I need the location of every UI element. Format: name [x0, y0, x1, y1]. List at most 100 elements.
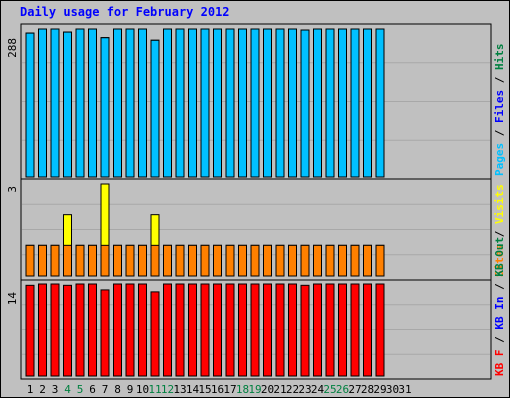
x-tick-label: 8: [114, 383, 121, 396]
bar-sites-day-8: [113, 244, 122, 277]
bar-sites-day-25: [325, 244, 335, 277]
bar-pages-day-8: [113, 28, 122, 178]
y-max-label-panel-2: 14: [6, 292, 19, 306]
legend-item: Hits: [493, 44, 506, 71]
x-tick-label: 14: [186, 383, 200, 396]
legend-item: /: [493, 224, 506, 244]
x-tick-label: 1: [27, 383, 34, 396]
legend-item: KB In: [493, 297, 506, 330]
x-tick-label: 19: [248, 383, 261, 396]
bar-pages-day-22: [288, 28, 297, 178]
bar-pages-day-20: [263, 28, 272, 178]
bar-kb-f-day-22: [288, 283, 297, 377]
legend-item: Visits: [493, 184, 506, 224]
bar-pages-day-15: [200, 28, 210, 178]
bar-kb-f-day-1: [25, 284, 35, 377]
bar-pages-day-6: [88, 28, 97, 178]
bar-pages-day-10: [138, 28, 147, 178]
x-tick-label: 24: [311, 383, 325, 396]
x-tick-label: 3: [52, 383, 59, 396]
bar-sites-day-5: [75, 244, 85, 277]
legend-item: Files: [493, 90, 506, 123]
bar-sites-day-9: [125, 244, 135, 277]
bar-kb-f-day-5: [75, 283, 85, 377]
bar-sites-day-7: [100, 244, 110, 277]
legend-panel-0: Pages / Files / Hits: [493, 44, 506, 177]
bar-kb-f-day-28: [363, 283, 372, 377]
bar-pages-day-12: [163, 28, 172, 178]
x-tick-label: 9: [127, 383, 134, 396]
bar-sites-day-17: [225, 244, 235, 277]
bar-kb-f-day-24: [313, 283, 322, 377]
x-tick-label: 23: [298, 383, 311, 396]
legend-item: KB Out: [493, 237, 506, 277]
bar-pages-day-7: [100, 37, 110, 178]
bar-sites-day-14: [188, 244, 197, 277]
bar-sites-day-23: [300, 244, 310, 277]
bar-sites-day-13: [175, 244, 185, 277]
legend-item: /: [493, 123, 506, 143]
x-tick-label: 16: [211, 383, 224, 396]
legend-item: Sites: [493, 244, 506, 277]
x-tick-label: 17: [223, 383, 236, 396]
bar-kb-f-day-16: [213, 283, 222, 377]
bar-pages-day-25: [325, 28, 335, 178]
x-tick-label: 6: [89, 383, 96, 396]
x-tick-label: 28: [361, 383, 374, 396]
bar-kb-f-day-8: [113, 283, 122, 377]
bar-sites-day-29: [375, 244, 385, 277]
x-tick-label: 4: [64, 383, 71, 396]
bar-kb-f-day-9: [125, 283, 135, 377]
x-tick-label: 30: [386, 383, 399, 396]
bar-kb-f-day-10: [138, 283, 147, 377]
x-tick-label: 26: [336, 383, 349, 396]
legend-panel-2: KB F / KB In / KB Out: [493, 237, 506, 376]
bar-sites-day-1: [25, 244, 35, 277]
bar-kb-f-day-20: [263, 283, 272, 377]
bar-pages-day-27: [350, 28, 360, 178]
bar-pages-day-29: [375, 28, 385, 178]
legend-item: Pages: [493, 143, 506, 176]
legend-item: /: [493, 330, 506, 350]
legend-panel-1: Sites / Visits: [493, 184, 506, 277]
bar-sites-day-27: [350, 244, 360, 277]
bar-pages-day-1: [25, 32, 35, 178]
bar-kb-f-day-3: [50, 283, 60, 377]
x-tick-label: 5: [77, 383, 84, 396]
bar-kb-f-day-12: [163, 283, 172, 377]
bar-kb-f-day-6: [88, 283, 97, 377]
legend-item: /: [493, 277, 506, 297]
bar-sites-day-22: [288, 244, 297, 277]
bar-pages-day-11: [150, 39, 160, 178]
x-tick-label: 22: [286, 383, 299, 396]
legend-item: /: [493, 70, 506, 90]
bar-pages-day-21: [275, 28, 285, 178]
x-tick-label: 27: [348, 383, 361, 396]
bar-kb-f-day-23: [300, 284, 310, 377]
x-tick-label: 11: [148, 383, 161, 396]
bar-pages-day-19: [250, 28, 260, 178]
x-tick-label: 10: [136, 383, 149, 396]
x-tick-label: 12: [161, 383, 174, 396]
bar-pages-day-2: [38, 28, 47, 178]
x-tick-label: 29: [373, 383, 386, 396]
bar-kb-f-day-19: [250, 283, 260, 377]
y-max-label-panel-0: 288: [6, 38, 19, 58]
bar-pages-day-26: [338, 28, 347, 178]
bar-sites-day-19: [250, 244, 260, 277]
bar-sites-day-18: [238, 244, 247, 277]
bar-sites-day-3: [50, 244, 60, 277]
bar-sites-day-26: [338, 244, 347, 277]
bar-kb-f-day-4: [63, 284, 72, 377]
legend-item: KB F: [493, 350, 506, 377]
bar-kb-f-day-18: [238, 283, 247, 377]
bar-kb-f-day-7: [100, 289, 110, 377]
bar-kb-f-day-27: [350, 283, 360, 377]
x-tick-label: 31: [398, 383, 411, 396]
bar-kb-f-day-17: [225, 283, 235, 377]
bar-kb-f-day-25: [325, 283, 335, 377]
x-tick-label: 15: [198, 383, 211, 396]
x-tick-label: 25: [323, 383, 336, 396]
bar-sites-day-2: [38, 244, 47, 277]
